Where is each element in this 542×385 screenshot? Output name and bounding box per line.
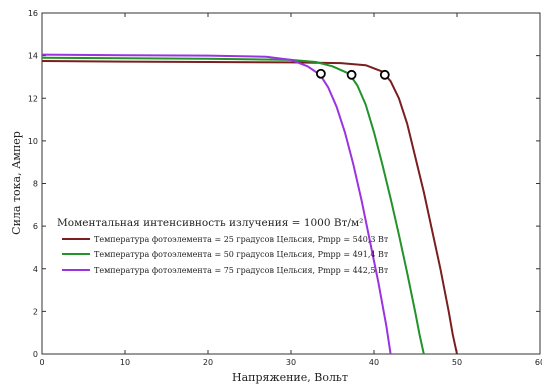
mpp-marker-1 [379,69,390,80]
x-tick-label: 20 [203,358,213,367]
y-tick-label: 10 [28,137,38,146]
x-tick-label: 50 [452,358,462,367]
series-line-1 [41,60,458,355]
x-tick-label: 60 [535,358,542,367]
plot-area: 0 10 20 30 40 50 60 0 2 4 6 8 10 12 14 16 [28,9,542,367]
y-tick-label: 2 [33,307,38,316]
y-tick-label: 8 [33,180,38,189]
legend: Моментальная интенсивность излучения = 1… [57,217,389,275]
x-tick-label: 0 [39,358,44,367]
plot-frame [41,12,541,355]
legend-entry-2: Температура фотоэлемента = 50 градусов Ц… [94,250,389,259]
series-line-3 [41,53,392,355]
x-tick-label: 30 [286,358,296,367]
y-tick-label: 6 [33,222,38,231]
y-tick-label: 16 [28,9,38,18]
series-line-2 [41,56,425,355]
y-tick-label: 4 [33,265,38,274]
y-tick-label: 14 [28,52,38,61]
y-axis-label: Сила тока, Ампер [10,131,23,235]
legend-entry-1: Температура фотоэлемента = 25 градусов Ц… [94,235,389,244]
x-tick-label: 10 [120,358,130,367]
y-tick-label: 12 [28,94,38,103]
mpp-marker-3 [315,68,326,79]
mpp-marker-2 [346,69,357,80]
legend-title: Моментальная интенсивность излучения = 1… [57,217,363,229]
y-tick-label: 0 [33,350,38,359]
legend-entry-3: Температура фотоэлемента = 75 градусов Ц… [94,266,389,275]
x-tick-label: 40 [369,358,379,367]
x-axis-label: Напряжение, Вольт [232,371,348,384]
